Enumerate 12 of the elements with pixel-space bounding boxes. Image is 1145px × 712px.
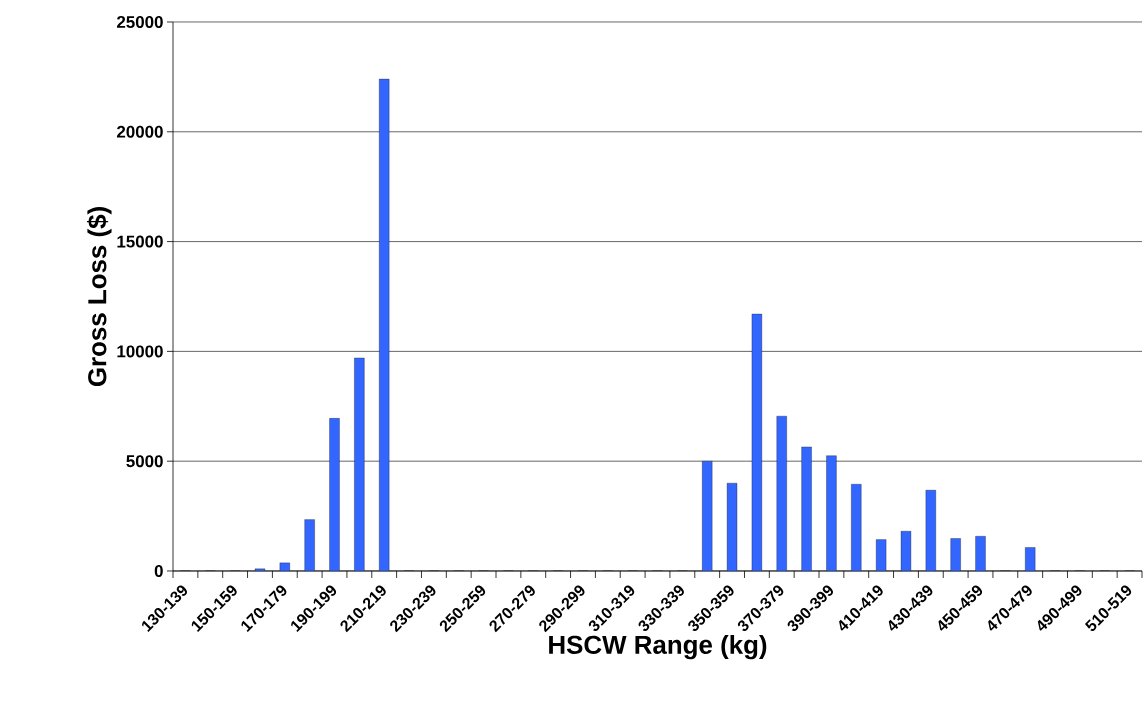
y-tick-label: 5000 <box>126 455 163 468</box>
y-tick-label: 25000 <box>116 15 163 28</box>
bar <box>379 78 390 571</box>
y-tick-label: 15000 <box>117 235 163 248</box>
y-tick-label: 10000 <box>117 345 163 358</box>
bar <box>329 418 340 571</box>
bar <box>354 357 365 571</box>
bar <box>826 455 837 571</box>
y-tick-label: 0 <box>154 564 163 577</box>
y-tick-label: 20000 <box>116 125 163 138</box>
x-axis-title: HSCW Range (kg) <box>549 634 767 660</box>
y-axis-title: Gross Loss ($) <box>86 207 112 387</box>
